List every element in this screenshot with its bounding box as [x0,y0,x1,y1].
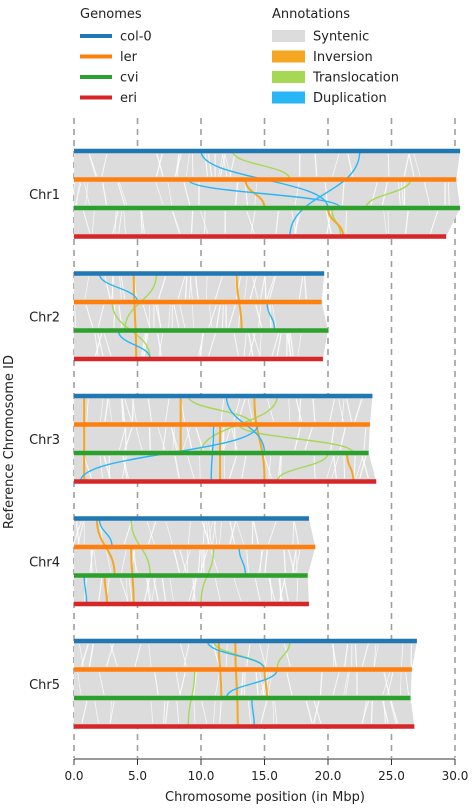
x-tick-label: 0.0 [64,769,83,783]
x-tick-label: 20.0 [315,769,342,783]
legend-annotations-title: Annotations [272,7,350,22]
syntenic-gap [132,399,133,422]
y-axis-title: Reference Chromosome ID [2,355,17,529]
legend-annotation-swatch [272,51,305,63]
legend-genome-label: cvi [120,71,138,86]
syntenic-region [74,453,376,482]
chromosome-chr1: Chr1 [29,151,460,237]
x-tick-label: 10.0 [188,769,215,783]
x-tick-label: 15.0 [251,769,278,783]
legend-genomes-title: Genomes [80,7,142,22]
legend-annotation-swatch [272,30,305,42]
chromosome-chr5: Chr5 [29,641,417,727]
legend: Genomes Annotations col-0 ler cvi eri Synten… [80,7,399,106]
chromosome-label: Chr3 [29,433,60,448]
syntenic-gap [125,428,126,451]
legend-annotation-label: Syntenic [313,30,369,45]
syntenic-gap [265,277,266,300]
legend-genome-label: eri [120,91,137,106]
x-axis-title: Chromosome position (in Mbp) [165,790,365,805]
chromosome-label: Chr5 [29,678,60,693]
legend-annotation-label: Inversion [313,50,373,65]
syntenic-region [74,547,315,576]
chromosome-label: Chr2 [29,310,60,325]
syntenic-gap [388,154,389,177]
syntenic-region [74,698,414,727]
chromosome-label: Chr1 [29,188,60,203]
syntenic-gap [280,579,281,602]
x-tick-label: 5.0 [128,769,147,783]
x-tick-label: 25.0 [378,769,405,783]
syntenic-region [74,208,460,237]
legend-genome-label: ler [120,50,138,65]
syntenic-gap [344,456,345,479]
legend-genome-label: col-0 [120,30,152,45]
chromosome-label: Chr4 [29,555,60,570]
legend-annotation-label: Duplication [313,91,387,106]
x-tick-label: 30.0 [442,769,469,783]
syntenic-region [74,151,460,180]
legend-annotation-swatch [272,71,305,83]
syntenic-gap [244,673,245,696]
syntenic-gap [150,428,151,451]
syntenic-region [74,519,315,548]
syntenic-gap [192,154,193,177]
legend-annotation-label: Translocation [312,71,399,86]
legend-annotation-swatch [272,92,305,104]
plot-layer: Chr1 Chr2 Chr3 Chr4 Chr5 [29,151,460,727]
chromosome-chr3: Chr3 [29,396,376,482]
chromosome-chr4: Chr4 [29,519,315,605]
